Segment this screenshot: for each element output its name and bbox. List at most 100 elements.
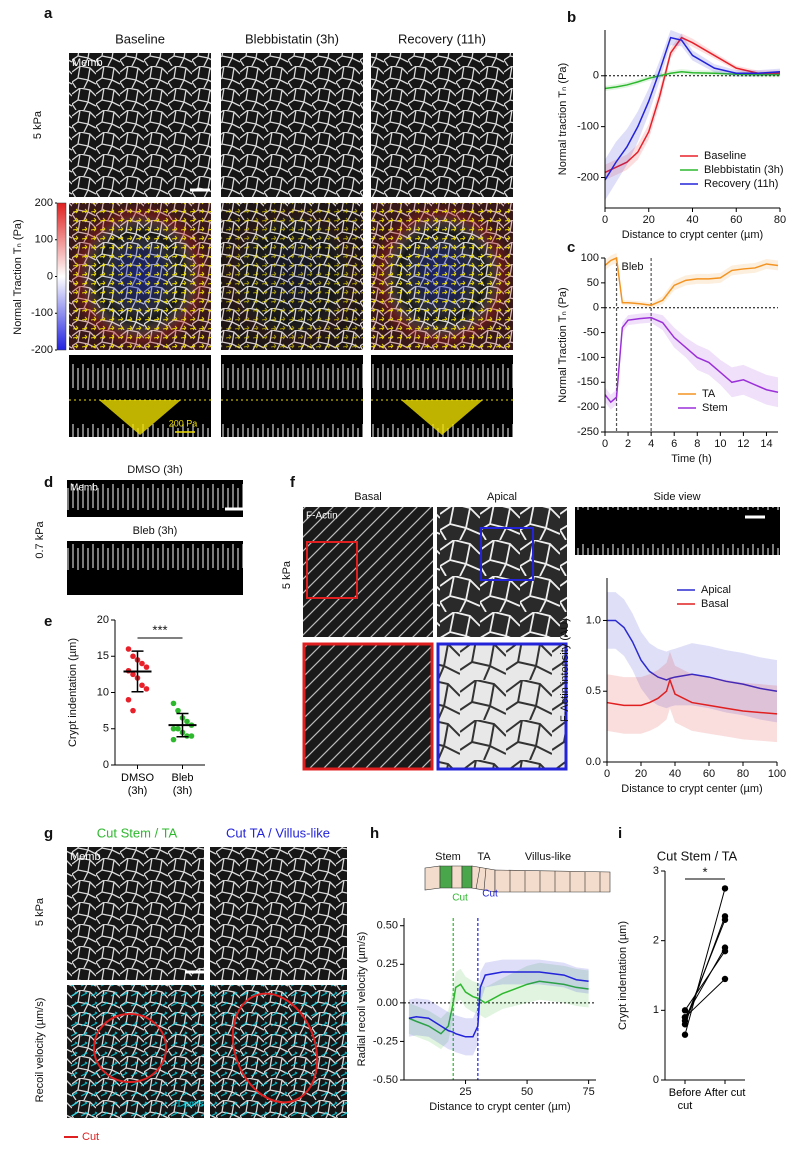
series-line: [408, 971, 589, 1038]
region-label: Stem: [435, 851, 461, 863]
column-label: Blebbistatin (3h): [245, 31, 339, 46]
data-point: [139, 660, 145, 667]
data-point: [721, 885, 729, 892]
stiffness-label: 5 kPa: [32, 110, 44, 139]
row-label: DMSO (3h): [127, 464, 183, 476]
micrograph: [303, 643, 433, 770]
data-point: [125, 646, 132, 652]
y-tick-label: 0.50: [377, 920, 398, 932]
pair-line: [684, 947, 726, 1018]
error-band: [408, 959, 589, 1056]
y-tick-label: 20: [97, 614, 109, 626]
x-tick-label: 14: [760, 438, 772, 450]
x-tick-label: 75: [582, 1086, 594, 1098]
panel-label: e: [44, 613, 52, 630]
y-tick-label: 0: [593, 302, 599, 314]
data-point: [681, 1007, 689, 1014]
micrograph: [210, 847, 347, 980]
data-point: [170, 700, 177, 707]
x-tick-label: 12: [737, 438, 749, 450]
x-axis-label: Distance to crypt center (µm): [429, 1101, 570, 1113]
data-point: [184, 718, 190, 725]
panel-label: c: [567, 239, 575, 256]
x-tick-label: 50: [521, 1086, 533, 1098]
cut-legend: Cut: [82, 1131, 99, 1143]
x-tick-label: 10: [714, 438, 726, 450]
micrograph: [67, 541, 243, 595]
x-tick-label: 20: [643, 214, 655, 226]
series-line: [606, 677, 778, 715]
y-tick-label: 0.5: [586, 685, 601, 697]
y-tick-label: 0: [653, 1074, 659, 1086]
colorbar-tick-label: 100: [35, 234, 53, 246]
colorbar-tick-label: -200: [31, 344, 53, 356]
x-tick-label: DMSO (3h): [121, 772, 154, 797]
x-tick-label: 6: [671, 438, 677, 450]
legend-label: Stem: [702, 402, 728, 414]
y-tick-label: 0.25: [377, 958, 398, 970]
y-tick-label: -0.50: [373, 1074, 398, 1086]
chart-title: Cut Stem / TA: [657, 848, 738, 863]
micrograph: [303, 507, 433, 637]
zoom-frame: [302, 642, 434, 771]
colorbar-tick-label: -100: [31, 307, 53, 319]
column-label: Cut TA / Villus-like: [226, 825, 330, 840]
data-point: [143, 686, 150, 692]
roi-box: [306, 541, 358, 599]
micrograph: [221, 355, 363, 437]
series-line: [604, 70, 780, 90]
traction-profile: [99, 400, 181, 435]
x-axis-label: Distance to crypt center (µm): [622, 229, 763, 241]
traction-vectors: [371, 203, 513, 350]
region-label: Villus-like: [525, 851, 571, 863]
y-axis-label: Crypt indentation (µm): [67, 638, 79, 747]
legend-label: TA: [702, 388, 716, 400]
error-band: [607, 592, 777, 723]
micrographs: [67, 53, 780, 1118]
cut-label: Cut: [452, 893, 468, 904]
x-tick-label: 20: [635, 768, 647, 780]
legend-label: Baseline: [704, 150, 746, 162]
stain-label: Memb: [70, 483, 98, 494]
error-band: [408, 962, 589, 1050]
traction-vectors: [69, 203, 211, 350]
data-point: [721, 916, 729, 923]
y-tick-label: 5: [103, 723, 109, 735]
y-axis-label: F-Actin intensity (AU): [559, 618, 571, 722]
data-point: [175, 707, 181, 714]
data-point: [143, 664, 150, 670]
y-tick-label: -200: [577, 171, 599, 183]
cut-outline: [93, 1013, 167, 1083]
crypt-schematic: [424, 865, 611, 893]
cut-label: Cut: [482, 889, 498, 900]
data-point: [721, 947, 729, 955]
stiffness-label: 5 kPa: [281, 560, 293, 589]
data-point: [188, 733, 195, 739]
y-tick-label: 10: [97, 686, 109, 698]
column-label: Side view: [653, 491, 700, 503]
series-line: [604, 36, 780, 174]
legend-label: Blebbistatin (3h): [704, 164, 784, 176]
y-tick-label: -150: [577, 376, 599, 388]
x-tick-label: 100: [768, 768, 786, 780]
micrograph: [371, 53, 513, 197]
y-axis-label: Normal traction Tₙ (Pa): [557, 63, 569, 175]
x-tick-label: 40: [686, 214, 698, 226]
legend-label: Apical: [701, 584, 731, 596]
y-tick-label: 0.00: [377, 997, 398, 1009]
sd-bar: [176, 712, 189, 738]
error-band: [605, 312, 778, 410]
significance-label: *: [702, 864, 707, 879]
data-point: [721, 975, 729, 983]
column-label: Baseline: [115, 31, 165, 46]
panel-label: f: [290, 474, 296, 491]
y-tick-label: -200: [577, 401, 599, 413]
y-tick-label: -0.25: [373, 1035, 398, 1047]
y-axis-label: Crypt indentation (µm): [617, 921, 629, 1030]
data-point: [130, 671, 136, 678]
error-band: [605, 33, 780, 181]
event-label: Bleb: [622, 261, 644, 273]
y-tick-label: -250: [577, 426, 599, 438]
y-tick-label: -50: [583, 326, 599, 338]
y-tick-label: 100: [581, 252, 599, 264]
